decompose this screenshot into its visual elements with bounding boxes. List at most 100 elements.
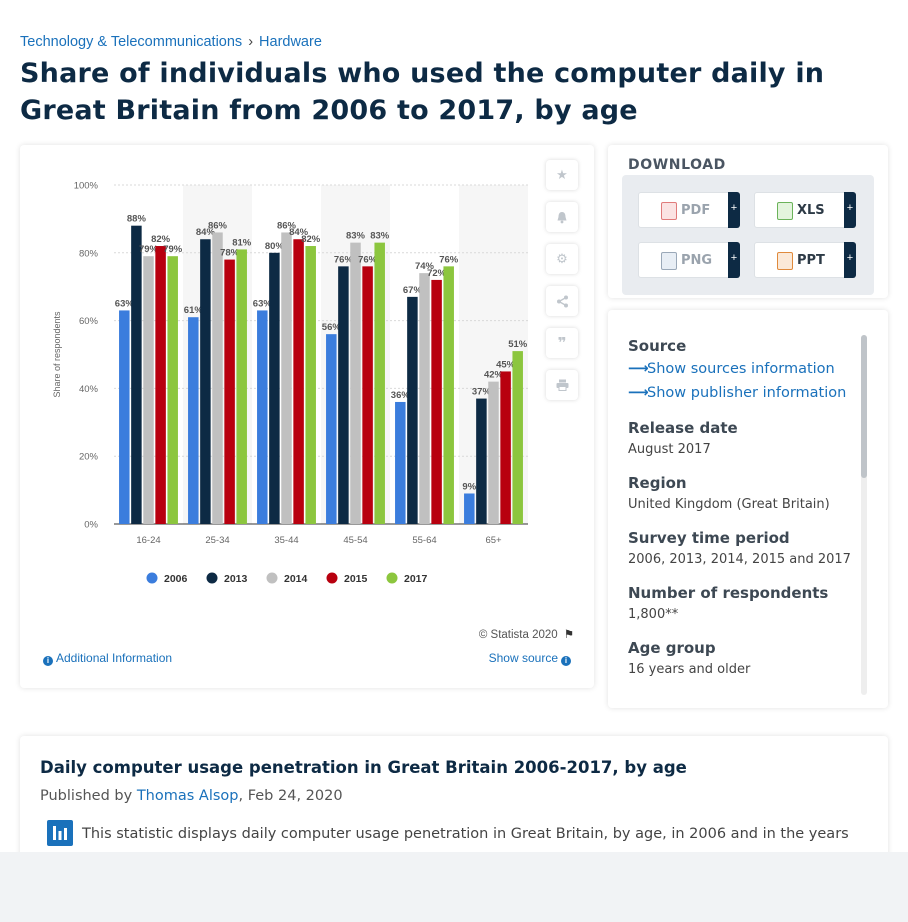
y-tick-label: 100% xyxy=(74,181,99,192)
favorite-button[interactable]: ★ xyxy=(546,160,578,190)
y-tick-label: 60% xyxy=(79,316,99,327)
share-button[interactable] xyxy=(546,286,578,316)
show-sources-link[interactable]: ⟶Show sources information xyxy=(628,361,835,377)
data-label: 86% xyxy=(208,220,228,231)
data-label: 79% xyxy=(139,244,159,255)
x-tick-label: 65+ xyxy=(485,535,502,546)
data-label: 82% xyxy=(151,234,171,245)
download-ppt-label: PPT xyxy=(797,253,825,268)
published-line: Published by Thomas Alsop, Feb 24, 2020 xyxy=(40,788,343,804)
bell-icon xyxy=(557,211,567,223)
breadcrumb-separator: › xyxy=(248,34,254,50)
info-icon: i xyxy=(561,656,571,666)
additional-information-link[interactable]: i Additional Information xyxy=(40,651,172,666)
x-tick-label: 35-44 xyxy=(274,535,298,546)
show-source-link[interactable]: Show source i xyxy=(489,651,574,666)
legend-marker-2017 xyxy=(386,572,398,584)
bar-2006 xyxy=(119,310,130,524)
respondents-heading: Number of respondents xyxy=(628,584,829,602)
data-label: 63% xyxy=(115,298,135,309)
age-group-value: 16 years and older xyxy=(628,662,751,677)
data-label: 79% xyxy=(163,244,183,255)
y-tick-label: 20% xyxy=(79,452,99,463)
release-date-value: August 2017 xyxy=(628,442,711,457)
xls-file-icon xyxy=(777,202,793,220)
download-xls-button[interactable]: XLS + xyxy=(754,192,856,228)
data-label: 72% xyxy=(427,268,447,279)
data-label: 42% xyxy=(484,370,504,381)
bar-2013 xyxy=(338,266,349,524)
bar-2017 xyxy=(167,256,178,524)
x-tick-label: 55-64 xyxy=(412,535,436,546)
published-date: , Feb 24, 2020 xyxy=(238,788,343,804)
data-label: 80% xyxy=(265,241,285,252)
statistic-icon xyxy=(47,820,73,846)
breadcrumb-category-link[interactable]: Technology & Telecommunications xyxy=(20,34,243,50)
x-tick-label: 25-34 xyxy=(205,535,229,546)
download-png-button[interactable]: PNG + xyxy=(638,242,740,278)
scrollbar-track[interactable] xyxy=(861,335,867,695)
bar-2013 xyxy=(269,252,280,525)
download-title: DOWNLOAD xyxy=(628,157,726,173)
x-tick-label: 45-54 xyxy=(343,535,367,546)
data-label: 63% xyxy=(253,298,273,309)
data-label: 81% xyxy=(232,237,252,248)
gear-icon: ⚙ xyxy=(556,251,568,266)
bar-2015 xyxy=(500,371,511,524)
bar-2017 xyxy=(443,266,454,524)
description-title: Daily computer usage penetration in Grea… xyxy=(40,758,687,777)
data-label: 82% xyxy=(301,234,321,245)
scrollbar-thumb[interactable] xyxy=(861,335,867,478)
download-xls-label: XLS xyxy=(797,203,825,218)
chart-card: 0% 20% 40% 60% 80% 100% Share of respondents 63… xyxy=(20,145,594,688)
share-icon xyxy=(556,295,568,307)
release-date-heading: Release date xyxy=(628,419,738,437)
bar-2017 xyxy=(374,242,385,524)
region-value: United Kingdom (Great Britain) xyxy=(628,497,830,512)
bar-2017 xyxy=(236,249,247,524)
additional-information-label: Additional Information xyxy=(56,651,173,665)
region-heading: Region xyxy=(628,474,687,492)
print-button[interactable] xyxy=(546,370,578,400)
data-label: 76% xyxy=(439,254,459,265)
source-card: Source ⟶Show sources information ⟶Show p… xyxy=(608,310,888,708)
legend-label: 2013 xyxy=(224,573,248,585)
bar-2015 xyxy=(224,259,235,524)
data-label: 61% xyxy=(184,305,204,316)
y-tick-label: 80% xyxy=(79,248,99,259)
star-icon: ★ xyxy=(556,167,568,182)
download-pdf-button[interactable]: PDF + xyxy=(638,192,740,228)
png-file-icon xyxy=(661,252,677,270)
quote-icon: ❞ xyxy=(557,335,567,352)
show-publisher-link[interactable]: ⟶Show publisher information xyxy=(628,385,846,401)
plus-icon: + xyxy=(844,242,856,278)
bar-2013 xyxy=(476,398,487,524)
breadcrumb-sub-link[interactable]: Hardware xyxy=(259,34,322,50)
data-label: 56% xyxy=(322,322,342,333)
data-label: 51% xyxy=(508,339,528,350)
flag-icon[interactable]: ⚑ xyxy=(563,629,574,641)
download-png-label: PNG xyxy=(681,253,713,268)
bar-2015 xyxy=(431,279,442,524)
bar-2014 xyxy=(488,381,499,524)
author-link[interactable]: Thomas Alsop xyxy=(136,788,239,804)
data-label: 36% xyxy=(391,390,411,401)
data-label: 76% xyxy=(358,254,378,265)
plus-icon: + xyxy=(728,192,740,228)
cite-button[interactable]: ❞ xyxy=(546,328,578,358)
bar-chart: 0% 20% 40% 60% 80% 100% Share of respondents 63… xyxy=(52,181,528,585)
bar-2014 xyxy=(212,232,223,524)
legend-label: 2017 xyxy=(404,573,428,585)
notification-button[interactable] xyxy=(546,202,578,232)
download-ppt-button[interactable]: PPT + xyxy=(754,242,856,278)
show-publisher-label: Show publisher information xyxy=(647,385,847,401)
bar-2006 xyxy=(395,401,406,524)
data-label: 76% xyxy=(334,254,354,265)
y-tick-label: 40% xyxy=(79,384,99,395)
data-label: 83% xyxy=(346,231,366,242)
settings-button[interactable]: ⚙ xyxy=(546,244,578,274)
source-heading: Source xyxy=(628,337,687,355)
bar-2006 xyxy=(188,317,199,524)
description-text: This statistic displays daily computer u… xyxy=(82,826,849,842)
data-label: 88% xyxy=(127,214,147,225)
